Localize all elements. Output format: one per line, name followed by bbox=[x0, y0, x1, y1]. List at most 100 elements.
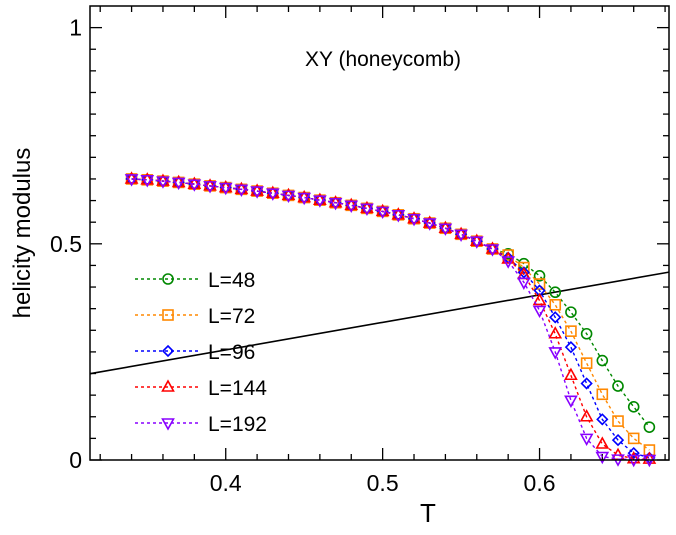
data-point bbox=[297, 192, 312, 206]
data-point bbox=[203, 181, 217, 194]
data-point bbox=[612, 380, 624, 392]
data-point bbox=[643, 421, 656, 433]
reference-line bbox=[89, 271, 670, 375]
data-point bbox=[161, 418, 175, 431]
data-point bbox=[565, 325, 577, 337]
data-point bbox=[501, 251, 516, 264]
data-point bbox=[532, 292, 547, 306]
series-line bbox=[131, 178, 650, 461]
data-point bbox=[548, 326, 563, 339]
legend-label: L=96 bbox=[208, 341, 255, 364]
y-axis-label: helicity modulus bbox=[9, 148, 36, 319]
data-point bbox=[501, 256, 516, 269]
data-point bbox=[422, 218, 437, 231]
data-point bbox=[171, 174, 186, 188]
legend-entry: L=192 bbox=[135, 413, 267, 436]
data-point bbox=[234, 184, 249, 197]
data-point bbox=[612, 415, 624, 427]
data-point bbox=[579, 433, 594, 447]
data-point bbox=[161, 344, 175, 358]
data-point bbox=[548, 347, 563, 360]
data-point bbox=[564, 341, 578, 354]
axis-ticks bbox=[90, 6, 669, 461]
data-point bbox=[642, 451, 657, 464]
data-point bbox=[626, 451, 641, 464]
data-point bbox=[438, 223, 453, 236]
y-tick-label: 1 bbox=[69, 15, 82, 41]
legend-entry: L=96 bbox=[135, 341, 255, 364]
data-point bbox=[533, 278, 546, 290]
data-point bbox=[162, 309, 174, 321]
data-point bbox=[344, 200, 359, 213]
data-point bbox=[313, 195, 327, 208]
data-point bbox=[171, 177, 186, 191]
data-point bbox=[281, 190, 296, 204]
data-point bbox=[218, 182, 233, 196]
x-tick-label: 0.4 bbox=[210, 470, 242, 496]
legend-label: L=72 bbox=[208, 305, 255, 328]
data-point bbox=[533, 270, 546, 282]
data-point bbox=[595, 436, 610, 449]
x-axis-label: T bbox=[420, 498, 436, 528]
data-point bbox=[391, 210, 406, 223]
data-point bbox=[627, 432, 640, 445]
annotation: XY (honeycomb) bbox=[305, 48, 461, 71]
series-L=192 bbox=[124, 174, 657, 468]
data-point bbox=[375, 206, 390, 220]
legend-label: L=144 bbox=[208, 377, 267, 400]
data-point bbox=[422, 215, 437, 228]
data-point bbox=[438, 220, 453, 234]
tick-labels: 0.4 0.5 0.6 0 0.5 1 bbox=[50, 15, 556, 496]
series-group bbox=[124, 171, 657, 468]
y-tick-label: 0.5 bbox=[50, 231, 82, 257]
data-point bbox=[187, 179, 202, 192]
data-point bbox=[124, 171, 139, 184]
data-point bbox=[161, 379, 175, 392]
data-point bbox=[549, 286, 562, 299]
series-L=48 bbox=[125, 173, 656, 433]
data-point bbox=[156, 176, 170, 189]
data-point bbox=[407, 213, 421, 227]
data-point bbox=[140, 172, 155, 185]
data-point bbox=[218, 179, 233, 193]
data-point bbox=[485, 244, 500, 257]
data-point bbox=[580, 327, 593, 340]
data-point bbox=[203, 178, 217, 191]
data-point bbox=[328, 195, 343, 208]
data-point bbox=[265, 188, 280, 201]
data-point bbox=[250, 186, 264, 199]
data-point bbox=[502, 249, 514, 261]
data-point bbox=[564, 395, 578, 408]
data-point bbox=[124, 174, 139, 187]
data-point bbox=[250, 183, 264, 196]
data-point bbox=[156, 173, 170, 186]
data-point bbox=[469, 236, 484, 249]
data-point bbox=[549, 298, 562, 311]
data-point bbox=[611, 433, 625, 447]
data-point bbox=[580, 357, 593, 369]
y-tick-label: 0 bbox=[69, 447, 82, 473]
data-point bbox=[454, 229, 468, 242]
legend-label: L=48 bbox=[208, 269, 255, 292]
data-point bbox=[162, 273, 174, 285]
data-point bbox=[595, 451, 610, 465]
x-tick-label: 0.6 bbox=[524, 470, 556, 496]
legend-entry: L=72 bbox=[135, 305, 255, 328]
data-point bbox=[517, 277, 531, 290]
data-point bbox=[565, 306, 577, 318]
data-point bbox=[580, 377, 593, 390]
data-point bbox=[140, 175, 155, 188]
data-point bbox=[579, 409, 594, 422]
data-point bbox=[281, 187, 296, 201]
data-point bbox=[596, 354, 609, 367]
data-point bbox=[328, 197, 343, 211]
legend-entry: L=144 bbox=[135, 377, 267, 400]
reference-line-group bbox=[89, 271, 670, 375]
data-point bbox=[596, 388, 609, 401]
data-point bbox=[360, 203, 374, 217]
data-point bbox=[596, 413, 609, 426]
data-point bbox=[627, 401, 640, 413]
plot-frame bbox=[89, 5, 670, 461]
data-point bbox=[517, 266, 530, 279]
